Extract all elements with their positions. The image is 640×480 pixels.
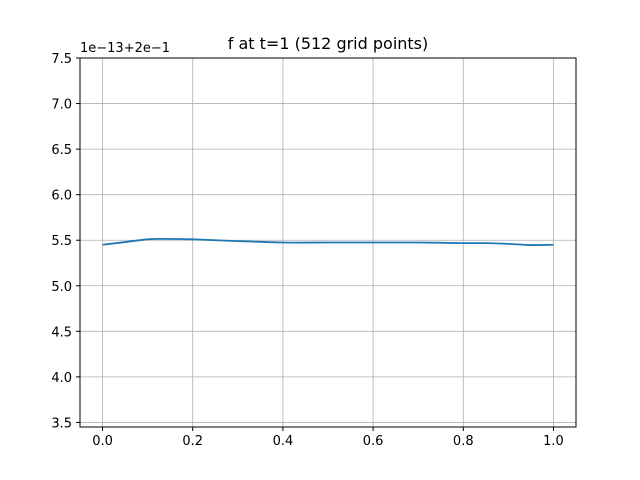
y-tick-label: 6.0 [51,189,72,204]
x-axis-ticks: 0.0 0.2 0.4 0.6 0.8 1.0 [92,427,564,449]
series-layer [102,237,554,246]
x-tick-label: 0.6 [363,434,384,449]
x-tick-label: 0.4 [273,434,294,449]
plot-frame [79,57,577,428]
x-tick-label: 0.8 [453,434,474,449]
y-axis-offset-label: 1e−13+2e−1 [80,41,170,56]
y-tick-label: 5.0 [51,280,72,295]
y-tick-label: 3.5 [51,416,72,431]
y-tick-label: 4.5 [51,325,72,340]
y-tick-label: 6.5 [51,143,72,158]
y-tick-label: 4.0 [51,371,72,386]
y-axis-ticks: 3.5 4.0 4.5 5.0 5.5 6.0 6.5 7.0 7.5 [51,52,80,431]
y-tick-label: 7.0 [51,98,72,113]
chart-title: f at t=1 (512 grid points) [228,34,429,53]
y-tick-label: 7.5 [51,52,72,67]
x-tick-label: 0.0 [92,434,113,449]
x-tick-label: 1.0 [543,434,564,449]
series-line [102,237,554,246]
y-tick-label: 5.5 [51,234,72,249]
x-tick-label: 0.2 [182,434,203,449]
